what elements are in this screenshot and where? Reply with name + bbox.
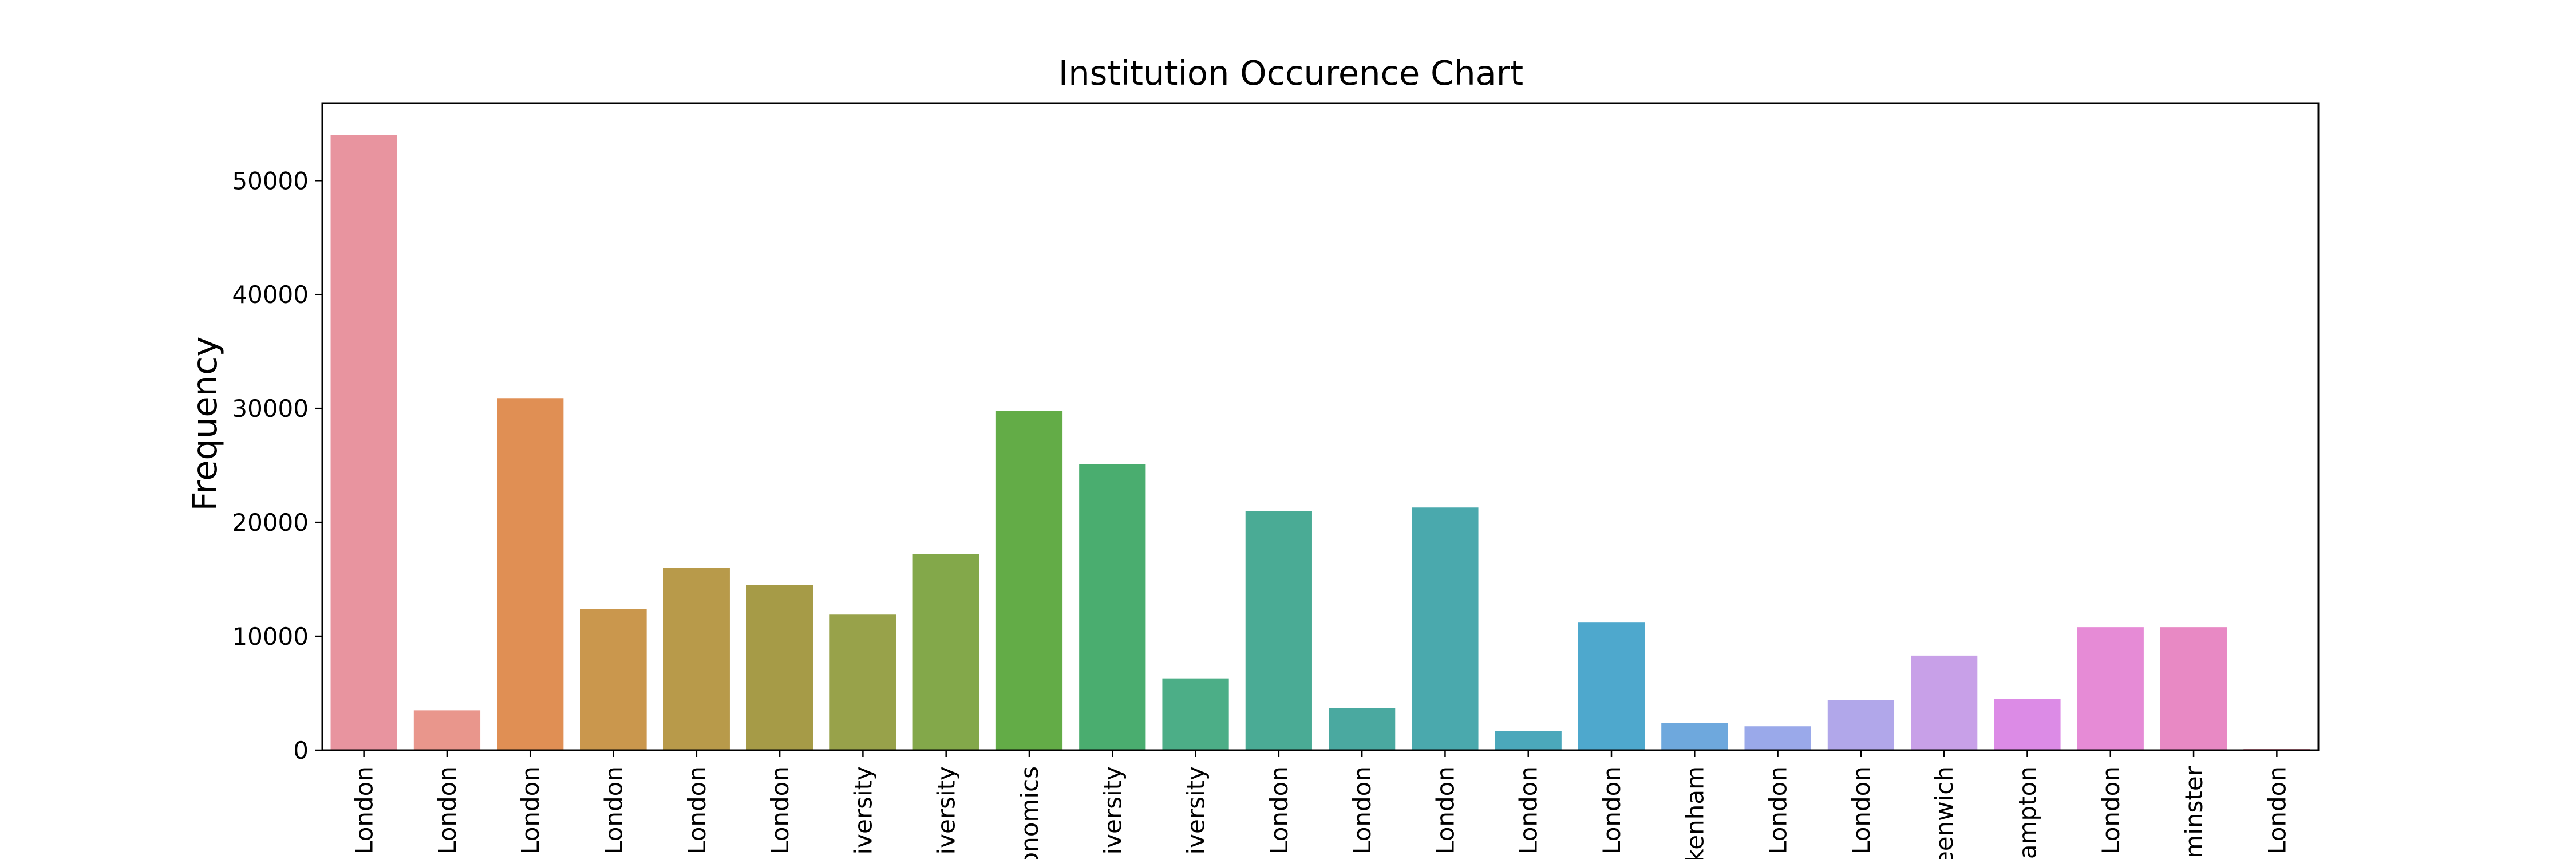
plot-area-frame xyxy=(321,102,2320,751)
y-axis-label: Frequency xyxy=(185,337,224,511)
bar xyxy=(746,585,813,750)
bar xyxy=(1245,511,1312,750)
bar xyxy=(829,614,896,750)
bar xyxy=(912,554,979,750)
bar xyxy=(663,568,730,750)
bar xyxy=(1495,731,1562,750)
x-tick-label: London xyxy=(2097,766,2125,854)
x-tick-label: London xyxy=(1265,766,1293,854)
x-tick-label: kenham xyxy=(1681,766,1709,859)
bars-group xyxy=(330,135,2310,750)
chart-title: Institution Occurence Chart xyxy=(1058,53,1523,93)
y-tick-label: 30000 xyxy=(232,395,309,423)
x-tick-label: iversity xyxy=(933,766,961,855)
x-tick-label: London xyxy=(433,766,461,854)
y-tick-label: 20000 xyxy=(232,509,309,537)
x-tick-label: London xyxy=(516,766,544,854)
bar xyxy=(2077,627,2144,750)
bar xyxy=(497,398,564,750)
bar xyxy=(1578,622,1645,750)
x-axis-ticks: London London London London London London iver… xyxy=(350,750,2291,859)
x-tick-label: iversity xyxy=(1182,766,1210,855)
bar xyxy=(1994,699,2061,750)
x-tick-label: onomics xyxy=(1016,766,1044,859)
bar xyxy=(995,411,1063,750)
x-tick-label: London xyxy=(1847,766,1875,854)
x-tick-label: London xyxy=(766,766,794,854)
x-tick-label: London xyxy=(600,766,628,854)
bar xyxy=(1162,678,1229,750)
bar xyxy=(1744,726,1811,750)
bar xyxy=(1661,723,1728,750)
x-tick-label: London xyxy=(1348,766,1376,854)
x-tick-label: London xyxy=(683,766,711,854)
x-tick-label: London xyxy=(1431,766,1459,854)
y-tick-label: 50000 xyxy=(232,167,309,195)
x-tick-label: London xyxy=(2263,766,2291,854)
x-tick-label: London xyxy=(350,766,378,854)
y-tick-label: 40000 xyxy=(232,281,309,309)
bar xyxy=(413,710,481,750)
y-axis-ticks: 0 10000 20000 30000 40000 50000 xyxy=(232,167,322,765)
bar xyxy=(1827,700,1895,750)
bar xyxy=(580,609,647,750)
bar xyxy=(1911,655,1978,750)
x-tick-label: eenwich xyxy=(1930,766,1958,859)
x-tick-label: London xyxy=(1598,766,1626,854)
bar xyxy=(1412,507,1479,750)
x-tick-label: minster xyxy=(2180,766,2208,858)
x-tick-label: iversity xyxy=(1099,766,1127,855)
x-tick-label: London xyxy=(1515,766,1543,854)
bar xyxy=(1329,708,1396,750)
bar xyxy=(2160,627,2227,750)
x-tick-label: iversity xyxy=(849,766,877,855)
y-tick-label: 0 xyxy=(293,736,309,765)
bar xyxy=(330,135,397,750)
x-tick-label: London xyxy=(1764,766,1792,854)
x-tick-label: ampton xyxy=(2013,766,2041,859)
bar xyxy=(1079,464,1146,750)
y-tick-label: 10000 xyxy=(232,622,309,651)
